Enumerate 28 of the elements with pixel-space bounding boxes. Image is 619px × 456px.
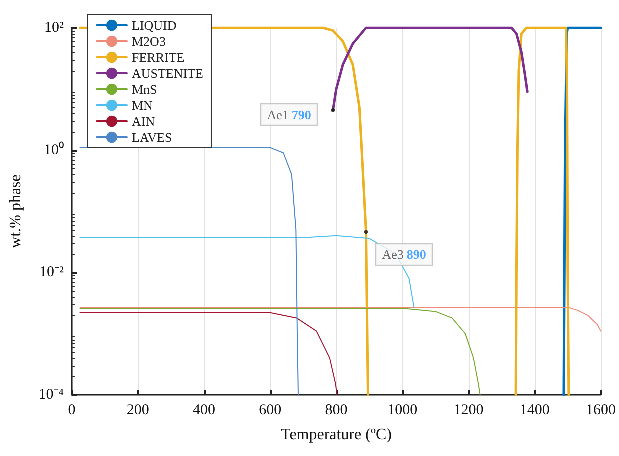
y-tick-label: 10⁻² xyxy=(40,264,64,281)
line-series xyxy=(80,306,602,332)
x-tick-label: 600 xyxy=(259,402,282,418)
x-tick-label: 800 xyxy=(325,402,348,418)
x-tick-label: 0 xyxy=(68,402,76,418)
line-series xyxy=(80,312,338,396)
legend-label: AIN xyxy=(132,114,156,129)
y-tick-label: 10⁰ xyxy=(44,141,64,158)
y-axis-title: wt.% phase xyxy=(8,174,24,248)
annotation: Ae3 890 xyxy=(382,247,426,262)
legend-label: LIQUID xyxy=(132,18,177,33)
y-tick-label: 10⁻⁴ xyxy=(38,387,64,403)
legend-label: FERRITE xyxy=(132,50,185,65)
x-tick-label: 400 xyxy=(193,402,216,418)
x-tick-label: 1200 xyxy=(454,402,484,418)
legend-label: MnS xyxy=(132,82,158,97)
x-tick-label: 200 xyxy=(126,402,150,418)
x-axis-title: Temperature (ºC) xyxy=(281,426,392,444)
y-tick-label: 10² xyxy=(44,20,64,36)
x-tick-label: 1600 xyxy=(586,402,616,418)
legend-label: LAVES xyxy=(132,130,172,145)
legend-label: MN xyxy=(132,98,154,113)
x-tick-label: 1000 xyxy=(388,402,418,418)
line-series xyxy=(80,308,481,396)
legend-label: AUSTENITE xyxy=(132,66,204,81)
annotation: Ae1 790 xyxy=(267,107,312,122)
x-tick-label: 1400 xyxy=(520,402,550,418)
legend-label: M2O3 xyxy=(132,34,166,49)
